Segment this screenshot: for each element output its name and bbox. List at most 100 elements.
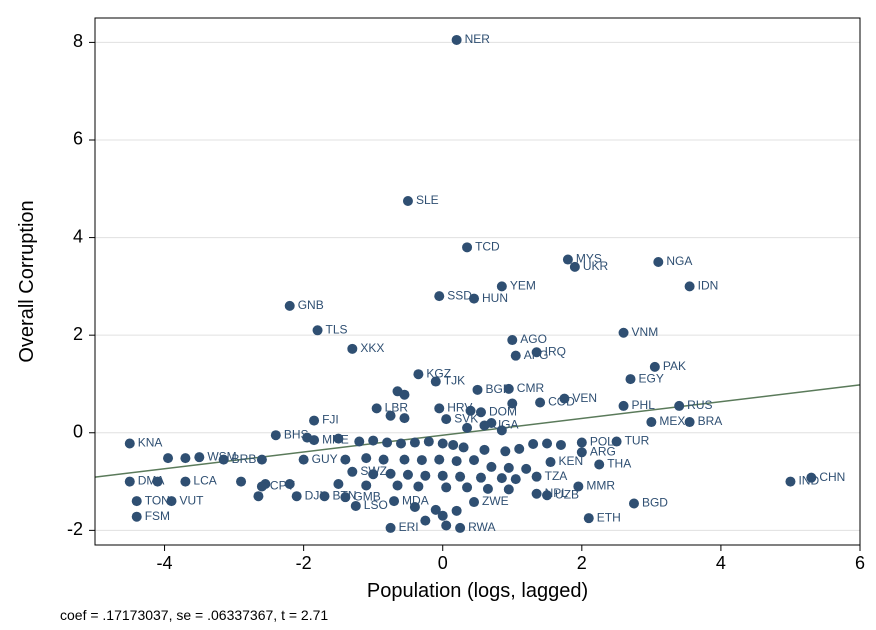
data-point <box>163 453 173 463</box>
data-point <box>340 455 350 465</box>
point-label: NER <box>465 32 491 46</box>
point-label: RWA <box>468 520 495 534</box>
data-point <box>420 516 430 526</box>
x-tick-label: -4 <box>157 553 173 573</box>
data-point <box>452 506 462 516</box>
data-point <box>434 403 444 413</box>
point-label: CMR <box>517 381 545 395</box>
chart-svg: NERSLETCDMYSNGAUKRYEMIDNSSDHUNGNBTLSVNMA… <box>0 0 876 630</box>
data-point <box>476 473 486 483</box>
data-point <box>434 291 444 301</box>
point-label: SSD <box>447 288 472 302</box>
point-label: TCD <box>475 240 500 254</box>
data-point <box>483 484 493 494</box>
data-point <box>535 398 545 408</box>
point-label: YEM <box>510 279 536 293</box>
point-label: TUR <box>625 434 650 448</box>
data-point <box>441 414 451 424</box>
point-label: VEN <box>572 391 597 405</box>
point-label: FSM <box>145 509 170 523</box>
data-point <box>361 453 371 463</box>
data-point <box>257 481 267 491</box>
point-label: SLE <box>416 193 439 207</box>
point-label: KNA <box>138 436 163 450</box>
data-point <box>125 439 135 449</box>
data-point <box>403 196 413 206</box>
data-point <box>194 452 204 462</box>
data-point <box>132 512 142 522</box>
y-tick-label: -2 <box>67 519 83 539</box>
data-point <box>459 442 469 452</box>
data-point <box>441 520 451 530</box>
y-axis-title: Overall Corruption <box>16 200 38 362</box>
data-point <box>497 425 507 435</box>
y-tick-label: 6 <box>73 129 83 149</box>
data-point <box>382 438 392 448</box>
point-label: DOM <box>489 404 517 418</box>
point-label: COD <box>548 395 575 409</box>
data-point <box>434 455 444 465</box>
point-label: LCA <box>193 474 216 488</box>
data-point <box>570 262 580 272</box>
point-label: ZWE <box>482 494 509 508</box>
point-label: EGY <box>639 371 664 385</box>
data-point <box>309 435 319 445</box>
point-label: XKX <box>360 341 384 355</box>
data-point <box>424 437 434 447</box>
data-point <box>313 325 323 335</box>
data-point <box>403 470 413 480</box>
data-point <box>396 439 406 449</box>
data-point <box>347 467 357 477</box>
data-point <box>292 491 302 501</box>
data-point <box>167 496 177 506</box>
point-label: AGO <box>520 332 547 346</box>
data-point <box>253 491 263 501</box>
data-point <box>354 437 364 447</box>
data-point <box>546 457 556 467</box>
data-point <box>507 335 517 345</box>
data-point <box>417 455 427 465</box>
data-point <box>514 444 524 454</box>
data-point <box>219 455 229 465</box>
point-label: GNB <box>298 298 324 312</box>
point-label: UZB <box>555 487 579 501</box>
point-label: ETH <box>597 510 621 524</box>
scatter-chart: NERSLETCDMYSNGAUKRYEMIDNSSDHUNGNBTLSVNMA… <box>0 0 876 630</box>
data-point <box>469 455 479 465</box>
data-point <box>462 242 472 252</box>
data-point <box>386 411 396 421</box>
point-label: AFG <box>524 348 549 362</box>
data-point <box>646 417 656 427</box>
point-label: HUN <box>482 291 508 305</box>
point-label: BRB <box>232 452 257 466</box>
data-point <box>497 473 507 483</box>
data-point <box>132 496 142 506</box>
point-label: MMR <box>586 479 615 493</box>
point-label: RUS <box>687 398 712 412</box>
y-tick-label: 0 <box>73 422 83 442</box>
data-point <box>368 469 378 479</box>
point-label: BGR <box>486 382 512 396</box>
data-point <box>500 446 510 456</box>
data-point <box>462 482 472 492</box>
data-point <box>532 489 542 499</box>
data-point <box>556 440 566 450</box>
data-point <box>521 464 531 474</box>
data-point <box>372 403 382 413</box>
data-point <box>420 471 430 481</box>
x-tick-label: -2 <box>296 553 312 573</box>
point-label: MEX <box>659 414 685 428</box>
data-point <box>479 445 489 455</box>
data-point <box>469 497 479 507</box>
data-point <box>542 439 552 449</box>
point-label: TZA <box>545 469 568 483</box>
x-tick-label: 4 <box>716 553 726 573</box>
data-point <box>626 374 636 384</box>
data-point <box>309 416 319 426</box>
point-label: CPV <box>270 479 295 493</box>
data-point <box>629 499 639 509</box>
data-point <box>386 523 396 533</box>
data-point <box>455 472 465 482</box>
x-tick-label: 6 <box>855 553 865 573</box>
data-point <box>389 496 399 506</box>
